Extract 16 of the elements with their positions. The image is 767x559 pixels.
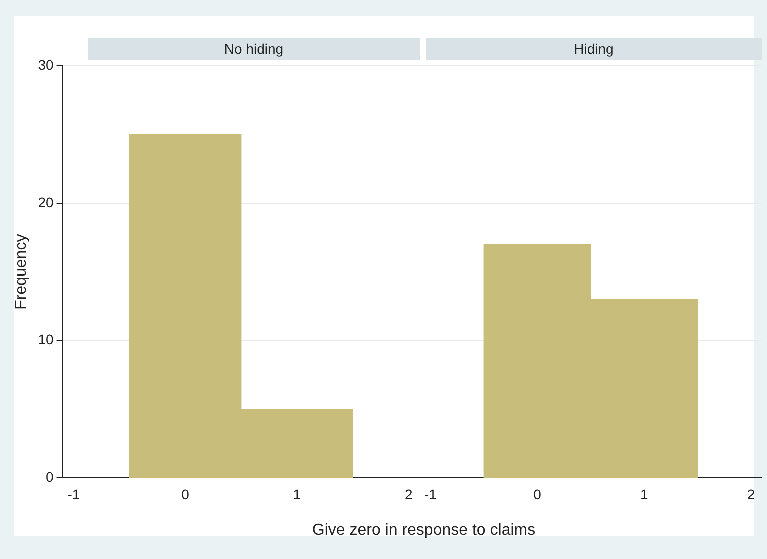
y-tick-label: 30 [38,56,54,73]
x-tick-label: 2 [404,486,413,502]
x-axis-title: Give zero in response to claims [311,522,537,540]
x-tick-label: 2 [747,486,756,502]
x-tick-label: -1 [424,486,438,502]
x-tick-label: 0 [182,486,190,502]
x-tick-label: 0 [534,486,542,502]
x-tick-label: -1 [68,486,80,502]
x-tick-label: 1 [293,486,302,502]
y-tick-label: 10 [38,332,54,348]
y-tick-label: 0 [46,469,54,486]
y-axis-title: Frequency [13,234,30,310]
chart-title: Hiding [426,38,762,60]
y-tick-label: 20 [38,194,54,210]
chart-title: No hiding [88,38,420,60]
x-tick-label: 1 [640,486,649,502]
